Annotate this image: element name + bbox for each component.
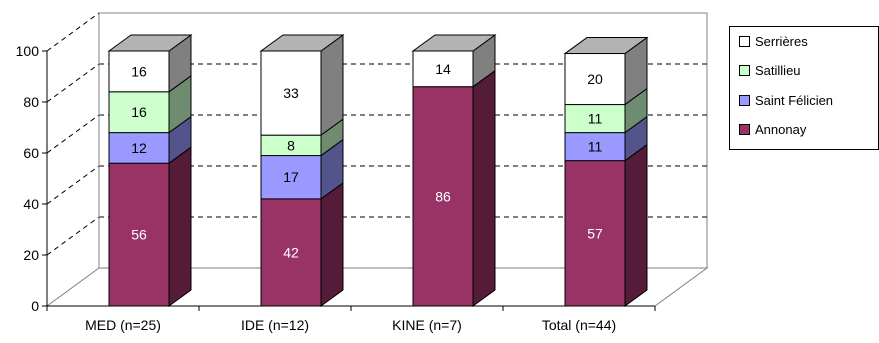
data-label-serrieres-kine-n-7: 14: [435, 61, 451, 77]
bar-segment-satillieu-med-n-25: [108, 91, 170, 134]
data-label-saint-felicien-total-n-44: 11: [588, 139, 603, 155]
legend-item-serrieres: Serrières: [739, 33, 808, 49]
legend-item-saint-felicien: Saint Félicien: [739, 92, 833, 108]
bar-top-ide-n-12: [259, 34, 345, 52]
data-label-serrieres-ide-n-12: 33: [283, 85, 299, 101]
side-gridline: [46, 216, 100, 256]
data-label-annonay-total-n-44: 57: [587, 225, 603, 241]
bar-side-serrieres-ide-n-12: [320, 34, 344, 137]
bar-top-med-n-25: [107, 34, 193, 52]
side-gridline: [46, 165, 100, 205]
data-label-saint-felicien-med-n-25: 12: [131, 140, 147, 156]
y-tick-label: 60: [23, 145, 39, 161]
legend-label-annonay: Annonay: [755, 121, 807, 137]
bar-segment-serrieres-med-n-25: [108, 50, 170, 93]
y-tick-label: 80: [23, 94, 39, 110]
side-gridline: [46, 12, 100, 52]
bar-segment-annonay-med-n-25: [108, 162, 170, 307]
legend-item-annonay: Annonay: [739, 121, 806, 137]
bar-segment-serrieres-ide-n-12: [260, 50, 322, 136]
data-label-serrieres-med-n-25: 16: [131, 63, 147, 79]
bar-side-annonay-total-n-44: [624, 143, 648, 307]
y-tick-label: 40: [23, 196, 39, 212]
side-gridline: [46, 114, 100, 154]
y-tick-label: 20: [23, 247, 39, 263]
data-label-satillieu-total-n-44: 11: [588, 111, 603, 127]
data-label-annonay-med-n-25: 56: [131, 227, 147, 243]
bar-segment-serrieres-kine-n-7: [412, 50, 474, 88]
legend-label-saint-felicien: Saint Félicien: [755, 92, 834, 108]
legend-label-satillieu: Satillieu: [755, 62, 801, 78]
y-tick-label: 0: [31, 298, 39, 314]
bar-segment-annonay-kine-n-7: [412, 86, 474, 307]
bar-side-annonay-kine-n-7: [472, 69, 496, 307]
data-label-satillieu-ide-n-12: 8: [287, 137, 295, 153]
data-label-satillieu-med-n-25: 16: [131, 104, 147, 120]
data-label-annonay-kine-n-7: 86: [435, 188, 451, 204]
data-label-serrieres-total-n-44: 20: [587, 71, 603, 87]
bar-side-annonay-med-n-25: [168, 146, 192, 307]
x-tick-label: KINE (n=7): [392, 317, 462, 333]
data-label-saint-felicien-ide-n-12: 17: [283, 169, 299, 185]
legend-swatch-annonay: [739, 123, 750, 135]
bar-top-kine-n-7: [411, 34, 497, 52]
legend-item-satillieu: Satillieu: [739, 62, 801, 78]
side-gridline: [46, 63, 100, 103]
legend-swatch-satillieu: [739, 64, 750, 76]
x-tick-label: MED (n=25): [85, 317, 161, 333]
bar-side-annonay-ide-n-12: [320, 181, 344, 307]
legend-label-serrieres: Serrières: [755, 33, 808, 49]
bar-segment-saint-felicien-ide-n-12: [260, 155, 322, 200]
bar-top-total-n-44: [563, 37, 649, 55]
x-tick-label: Total (n=44): [542, 317, 616, 333]
data-label-annonay-ide-n-12: 42: [283, 244, 299, 260]
legend-swatch-serrieres: [739, 35, 750, 47]
legend-swatch-saint-felicien: [739, 94, 750, 106]
x-tick-label: IDE (n=12): [241, 317, 309, 333]
legend: Serrières Satillieu Saint Félicien Annon…: [729, 26, 879, 150]
y-tick-label: 100: [16, 43, 40, 59]
